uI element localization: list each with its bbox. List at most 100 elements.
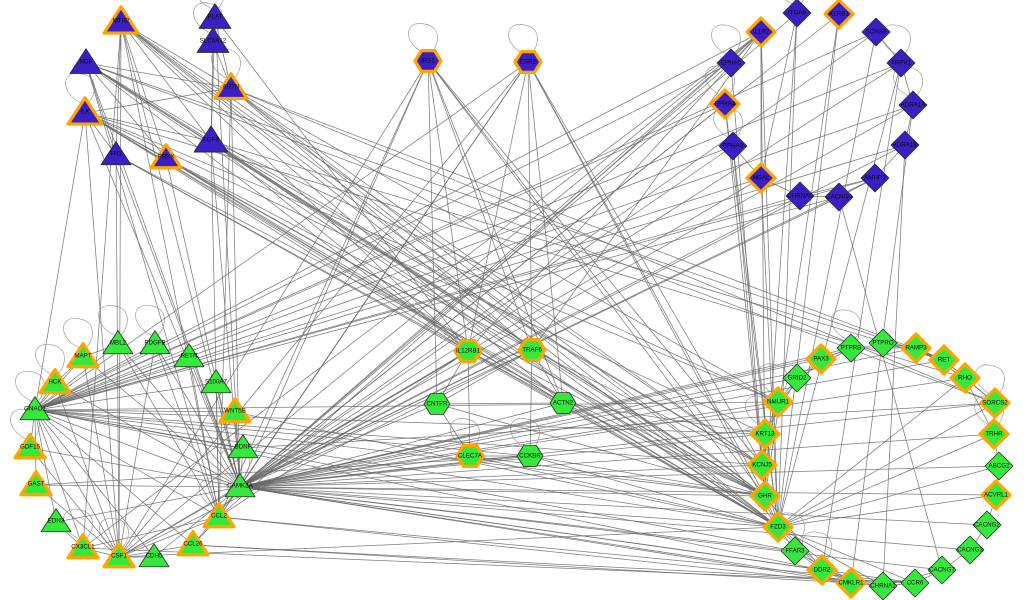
graph-edge (760, 12, 798, 179)
graph-node[interactable] (785, 181, 815, 211)
graph-node[interactable] (198, 3, 232, 29)
graph-node[interactable] (202, 502, 236, 529)
graph-node[interactable] (69, 48, 103, 74)
graph-node[interactable] (149, 143, 183, 170)
graph-node[interactable] (836, 333, 866, 363)
graph-node[interactable] (196, 27, 230, 53)
graph-node[interactable] (868, 328, 898, 358)
graph-edge (118, 349, 533, 558)
graph-node[interactable] (745, 162, 777, 194)
graph-edge (85, 62, 220, 518)
graph-node[interactable] (38, 368, 72, 395)
graph-node[interactable] (780, 536, 810, 566)
graph-node[interactable] (102, 5, 140, 35)
graph-edge (215, 382, 220, 518)
graph-node[interactable] (762, 386, 794, 418)
graph-node[interactable] (824, 182, 854, 212)
graph-node[interactable] (928, 344, 960, 376)
graph-node[interactable] (453, 339, 483, 363)
graph-edge (115, 154, 766, 497)
graph-node[interactable] (749, 480, 781, 512)
graph-node[interactable] (718, 131, 748, 161)
graph-node[interactable] (517, 338, 547, 362)
graph-node[interactable] (955, 535, 985, 565)
graph-node[interactable] (782, 363, 812, 393)
graph-node[interactable] (745, 16, 777, 48)
graph-edge (84, 112, 212, 142)
graph-node[interactable] (890, 130, 920, 160)
graph-node[interactable] (860, 163, 890, 193)
graph-edge (115, 154, 469, 352)
graph-edge (764, 12, 798, 497)
graph-node[interactable] (716, 48, 746, 78)
graph-node[interactable] (978, 418, 1010, 450)
graph-edge (527, 61, 779, 528)
graph-node[interactable] (224, 473, 256, 498)
self-loop-edge (98, 305, 128, 337)
graph-node[interactable] (423, 393, 451, 415)
graph-edge (436, 403, 766, 497)
graph-edge (210, 140, 766, 497)
graph-edge (427, 60, 779, 528)
graph-node[interactable] (19, 470, 53, 497)
graph-node[interactable] (979, 387, 1011, 419)
graph-node[interactable] (218, 397, 252, 424)
graph-node[interactable] (227, 434, 259, 459)
graph-edge (34, 409, 766, 497)
graph-edge (777, 494, 997, 528)
graph-node[interactable] (762, 511, 794, 543)
graph-node[interactable] (100, 141, 132, 166)
graph-node[interactable] (213, 72, 249, 101)
graph-node[interactable] (516, 445, 544, 467)
graph-node[interactable] (823, 0, 855, 30)
graph-node[interactable] (66, 533, 100, 560)
graph-edge (120, 21, 220, 518)
graph-node[interactable] (139, 330, 171, 355)
graph-node[interactable] (413, 49, 443, 73)
self-loop-edge (881, 24, 911, 56)
graph-node[interactable] (513, 50, 543, 74)
graph-node[interactable] (193, 125, 229, 153)
graph-node[interactable] (66, 342, 100, 369)
graph-node[interactable] (972, 510, 1002, 540)
graph-node[interactable] (835, 567, 867, 599)
graph-node[interactable] (980, 479, 1012, 511)
graph-node[interactable] (746, 449, 778, 481)
graph-edge (239, 60, 429, 488)
nodes-layer[interactable] (13, 0, 1014, 600)
graph-node[interactable] (898, 90, 928, 120)
graph-node[interactable] (861, 17, 891, 47)
graph-node[interactable] (200, 369, 232, 394)
graph-edge (34, 61, 529, 411)
graph-node[interactable] (806, 554, 838, 586)
graph-node[interactable] (40, 508, 72, 533)
graph-node[interactable] (900, 332, 932, 364)
graph-node[interactable] (949, 362, 981, 394)
graph-node[interactable] (138, 543, 170, 568)
graph-node[interactable] (805, 343, 837, 375)
graph-node[interactable] (749, 418, 781, 450)
graph-node[interactable] (886, 48, 916, 78)
graph-node[interactable] (549, 392, 577, 414)
graph-node[interactable] (782, 0, 812, 28)
graph-edge (239, 486, 916, 584)
graph-node[interactable] (102, 542, 136, 569)
graph-node[interactable] (176, 530, 210, 557)
graph-edge (85, 62, 241, 488)
graph-edge (230, 87, 945, 361)
graph-node[interactable] (13, 433, 47, 460)
graph-node[interactable] (173, 343, 205, 368)
graph-node[interactable] (927, 555, 957, 585)
graph-node[interactable] (709, 88, 741, 120)
graph-node[interactable] (984, 451, 1014, 481)
graph-node[interactable] (455, 444, 485, 468)
graph-node[interactable] (66, 96, 104, 126)
graph-edge (117, 343, 241, 488)
graph-edge (777, 377, 966, 528)
graph-node[interactable] (102, 330, 134, 355)
graph-node[interactable] (19, 396, 51, 421)
graph-node[interactable] (868, 571, 898, 600)
graph-node[interactable] (900, 568, 930, 598)
